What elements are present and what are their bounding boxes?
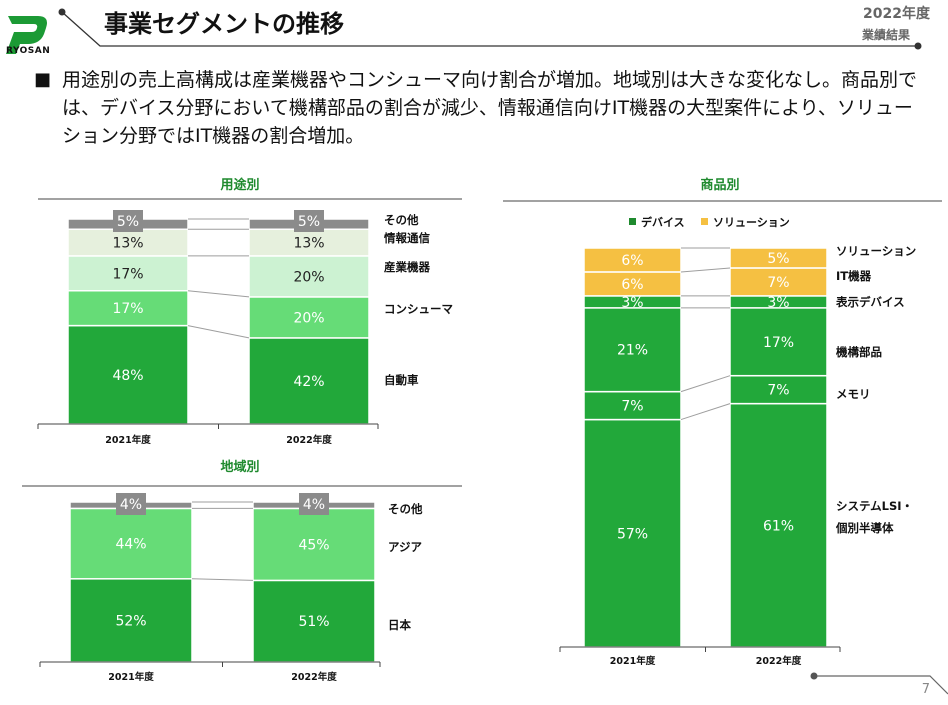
value-label-product-s1-c1: 7% bbox=[767, 383, 789, 399]
series-label-usage-3: 情報通信 bbox=[383, 231, 430, 245]
category-label-usage-0: 2021年度 bbox=[105, 434, 151, 446]
bar-usage-s3-c0 bbox=[67, 228, 189, 257]
ryosan-logo bbox=[6, 16, 47, 54]
value-label-product-s0-c1: 61% bbox=[763, 518, 794, 534]
value-label-product-s1-c0: 7% bbox=[621, 399, 643, 415]
value-label-region-s1-c1: 45% bbox=[298, 537, 329, 553]
connector-product-s4 bbox=[680, 267, 731, 273]
category-label-product-1: 2022年度 bbox=[756, 655, 802, 667]
summary-text: 用途別の売上高構成は産業機器やコンシューマ向け割合が増加。地域別は大きな変化なし… bbox=[62, 69, 918, 147]
chart-title-usage: 用途別 bbox=[219, 177, 259, 193]
bar-region-s1-c1 bbox=[252, 507, 376, 582]
bar-region-s1-c0 bbox=[69, 507, 193, 580]
category-label-product-0: 2021年度 bbox=[610, 655, 656, 667]
series-label-product-0: システムLSI・個別半導体 bbox=[835, 499, 913, 535]
series-label-product-1: メモリ bbox=[836, 387, 871, 401]
page-title: 事業セグメントの推移 bbox=[104, 10, 344, 38]
series-label-usage-4: その他 bbox=[384, 213, 419, 227]
bar-product-s1-c0 bbox=[583, 390, 682, 421]
series-label-region-2: その他 bbox=[388, 502, 423, 516]
page-number: 7 bbox=[921, 682, 930, 697]
series-label-region-1: アジア bbox=[388, 540, 423, 554]
value-badge-region-s2-c0 bbox=[116, 493, 146, 515]
value-label-usage-s2-c1: 20% bbox=[293, 269, 324, 285]
value-label-product-s2-c0: 21% bbox=[617, 343, 648, 359]
value-label-region-s0-c0: 52% bbox=[115, 613, 146, 629]
value-label-usage-s3-c0: 13% bbox=[112, 236, 143, 252]
value-label-usage-s4-c1: 5% bbox=[298, 214, 320, 230]
connector-region-s0 bbox=[191, 578, 254, 581]
connector-usage-s1 bbox=[187, 290, 250, 298]
fiscal-year-label: 2022年度 bbox=[863, 6, 930, 22]
value-label-product-s3-c1: 3% bbox=[767, 295, 789, 311]
value-label-usage-s4-c0: 5% bbox=[117, 214, 139, 230]
bar-region-s0-c1 bbox=[252, 579, 376, 663]
series-label-product-5: ソリューション bbox=[836, 244, 916, 258]
logo-text: RYOSAN bbox=[6, 46, 51, 56]
bar-region-s0-c0 bbox=[69, 578, 193, 663]
legend-label-0: デバイス bbox=[641, 215, 685, 229]
category-label-region-0: 2021年度 bbox=[108, 671, 154, 683]
footer-divider bbox=[810, 672, 948, 695]
value-label-usage-s0-c0: 48% bbox=[112, 368, 143, 384]
bar-usage-s1-c0 bbox=[67, 290, 189, 327]
category-label-usage-1: 2022年度 bbox=[286, 434, 332, 446]
series-label-product-2: 機構部品 bbox=[836, 345, 882, 359]
value-label-product-s3-c0: 3% bbox=[621, 295, 643, 311]
value-label-product-s4-c1: 7% bbox=[767, 275, 789, 291]
value-label-usage-s1-c0: 17% bbox=[112, 301, 143, 317]
bar-product-s2-c0 bbox=[583, 307, 682, 393]
value-label-usage-s1-c1: 20% bbox=[293, 310, 324, 326]
value-label-region-s2-c0: 4% bbox=[120, 497, 142, 513]
value-label-product-s4-c0: 6% bbox=[621, 277, 643, 293]
legend-swatch-1 bbox=[701, 218, 708, 225]
bullet-icon: ■ bbox=[34, 69, 52, 90]
legend-label-1: ソリューション bbox=[713, 216, 790, 229]
series-label-usage-1: コンシューマ bbox=[384, 302, 453, 316]
connector-product-s0 bbox=[680, 403, 731, 421]
series-label-region-0: 日本 bbox=[388, 618, 411, 632]
chart-title-region: 地域別 bbox=[220, 459, 259, 475]
bar-product-s2-c1 bbox=[729, 307, 828, 377]
category-label-region-1: 2022年度 bbox=[291, 671, 337, 683]
series-label-usage-0: 自動車 bbox=[384, 373, 419, 387]
bar-product-s5-c1 bbox=[729, 247, 828, 269]
bar-usage-s1-c1 bbox=[248, 296, 370, 339]
legend-swatch-0 bbox=[629, 218, 636, 225]
series-label-product-3: 表示デバイス bbox=[835, 295, 905, 309]
value-badge-region-s2-c1 bbox=[299, 493, 329, 515]
value-badge-usage-s4-c1 bbox=[294, 210, 324, 232]
value-label-usage-s2-c0: 17% bbox=[112, 266, 143, 282]
series-label-usage-2: 産業機器 bbox=[384, 260, 430, 274]
bar-usage-s0-c1 bbox=[248, 337, 370, 425]
connector-usage-s0 bbox=[187, 325, 250, 339]
bar-product-s0-c1 bbox=[729, 402, 828, 648]
value-label-product-s0-c0: 57% bbox=[617, 526, 648, 542]
bar-product-s5-c0 bbox=[583, 247, 682, 273]
bar-usage-s0-c0 bbox=[67, 324, 189, 425]
value-label-usage-s3-c1: 13% bbox=[293, 236, 324, 252]
value-label-region-s1-c0: 44% bbox=[115, 537, 146, 553]
value-label-product-s5-c1: 5% bbox=[767, 251, 789, 267]
value-label-product-s2-c1: 17% bbox=[763, 335, 794, 351]
header-divider bbox=[58, 8, 922, 50]
value-label-usage-s0-c1: 42% bbox=[293, 374, 324, 390]
chart-title-product: 商品別 bbox=[700, 177, 739, 193]
series-label-product-4: IT機器 bbox=[836, 269, 872, 283]
value-label-region-s0-c1: 51% bbox=[298, 614, 329, 630]
value-label-region-s2-c1: 4% bbox=[303, 497, 325, 513]
bar-product-s0-c0 bbox=[583, 418, 682, 648]
value-label-product-s5-c0: 6% bbox=[621, 253, 643, 269]
value-badge-usage-s4-c0 bbox=[113, 210, 143, 232]
results-label: 業績結果 bbox=[861, 28, 910, 42]
connector-product-s1 bbox=[680, 375, 731, 393]
bar-usage-s2-c0 bbox=[67, 255, 189, 292]
